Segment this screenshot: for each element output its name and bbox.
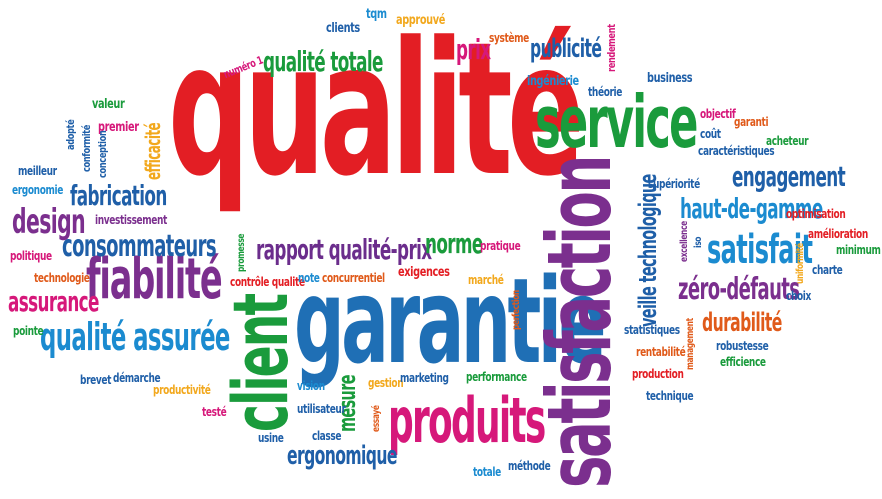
word-premier: premier: [98, 120, 139, 135]
word-gestion: gestion: [368, 376, 404, 390]
word-controle-qualite: contrôle qualité: [230, 275, 305, 289]
word-exigences: exigences: [398, 265, 450, 280]
word-marketing: marketing: [400, 371, 449, 385]
word-iso: iso: [693, 236, 704, 248]
word-choix: choix: [786, 289, 811, 303]
word-caracteristiques: caractéristiques: [698, 144, 775, 158]
word-assurance: assurance: [8, 285, 99, 318]
word-technique: technique: [646, 389, 694, 403]
word-politique: politique: [10, 249, 52, 263]
word-utilisateur: utilisateur: [297, 402, 346, 416]
word-demarche: démarche: [113, 371, 161, 385]
word-qualite: qualité: [168, 3, 584, 217]
word-efficience: efficience: [720, 355, 766, 369]
word-pratique: pratique: [480, 239, 521, 253]
word-technologie: technologie: [34, 271, 90, 285]
word-garantie: garantie: [294, 252, 606, 390]
word-clients: clients: [326, 21, 360, 36]
word-vision: vision: [297, 379, 325, 393]
word-zero-defauts: zéro-défauts: [678, 272, 800, 307]
word-valeur: valeur: [92, 97, 125, 112]
word-haut-de-gamme: haut-de-gamme: [680, 192, 823, 225]
word-conformite: conformité: [80, 125, 93, 172]
word-production: production: [632, 367, 684, 381]
word-charte: charte: [812, 263, 843, 277]
word-brevet: brevet: [80, 373, 112, 387]
word-rapport-qualite-prix: rapport qualité-prix: [256, 233, 432, 266]
word-rendement: rendement: [605, 24, 618, 72]
word-perfection: perfection: [511, 290, 522, 330]
word-marche: marché: [468, 273, 504, 287]
word-garanti: garanti: [734, 115, 769, 129]
word-qualite-assuree: qualité assurée: [40, 315, 230, 359]
word-classe: classe: [312, 429, 342, 443]
word-fiabilite: fiabilité: [86, 247, 223, 312]
word-uniformite: uniformité: [795, 243, 806, 284]
word-optimisation: optimisation: [786, 207, 846, 221]
word-statistiques: statistiques: [624, 323, 680, 337]
word-service: service: [535, 80, 698, 164]
word-pointe: pointe: [13, 324, 44, 338]
word-excellence: excellence: [679, 221, 690, 262]
word-productivite: productivité: [153, 383, 211, 397]
word-concurrentiel: concurrentiel: [322, 271, 385, 285]
word-norme: norme: [425, 227, 483, 260]
word-consommateurs: consommateurs: [62, 229, 217, 264]
word-business: business: [647, 71, 693, 86]
word-engagement: engagement: [732, 160, 846, 193]
word-qualite-totale: qualité totale: [263, 45, 383, 78]
word-essaye: essayé: [371, 405, 382, 432]
word-cout: coût: [700, 127, 721, 141]
word-fabrication: fabrication: [70, 179, 167, 212]
word-acheteur: acheteur: [766, 134, 809, 148]
word-superiorite: supériorité: [648, 177, 700, 191]
word-publicite: publicité: [530, 34, 602, 64]
word-efficacite: efficacité: [141, 122, 165, 180]
word-amelioration: amélioration: [808, 227, 868, 241]
word-investissement: investissement: [95, 213, 167, 227]
word-ingenierie: ingénierie: [527, 74, 579, 89]
word-rentabilite: rentabilité: [636, 345, 686, 359]
word-management: management: [685, 318, 696, 370]
word-conception: conception: [96, 130, 109, 178]
word-systeme: système: [489, 31, 529, 45]
word-minimum: minimum: [836, 243, 881, 257]
word-ergonomie: ergonomie: [12, 183, 63, 197]
word-note: note: [298, 271, 320, 285]
word-satisfaction: satisfaction: [528, 157, 631, 488]
word-design: design: [12, 202, 86, 242]
word-approuve: approuvé: [396, 13, 445, 28]
word-promesse: promesse: [236, 233, 247, 272]
word-veille-technologique: veille technologique: [634, 174, 662, 327]
word-tqm: tqm: [366, 7, 387, 22]
word-totale: totale: [473, 465, 501, 479]
word-client: client: [216, 294, 305, 432]
word-adopte: adopté: [64, 119, 77, 150]
word-methode: méthode: [508, 459, 551, 473]
word-performance: performance: [466, 370, 527, 384]
word-prix: prix: [456, 33, 491, 66]
word-robustesse: robustesse: [716, 339, 769, 353]
word-usine: usine: [258, 431, 284, 445]
word-meilleur: meilleur: [18, 164, 57, 178]
word-produits: produits: [388, 384, 546, 457]
word-teste: testé: [202, 405, 227, 419]
word-theorie: théorie: [588, 85, 623, 99]
word-ergonomique: ergonomique: [287, 441, 397, 471]
word-objectif: objectif: [700, 107, 736, 121]
word-satisfait: satisfait: [707, 227, 813, 273]
word-durabilite: durabilité: [702, 308, 782, 338]
